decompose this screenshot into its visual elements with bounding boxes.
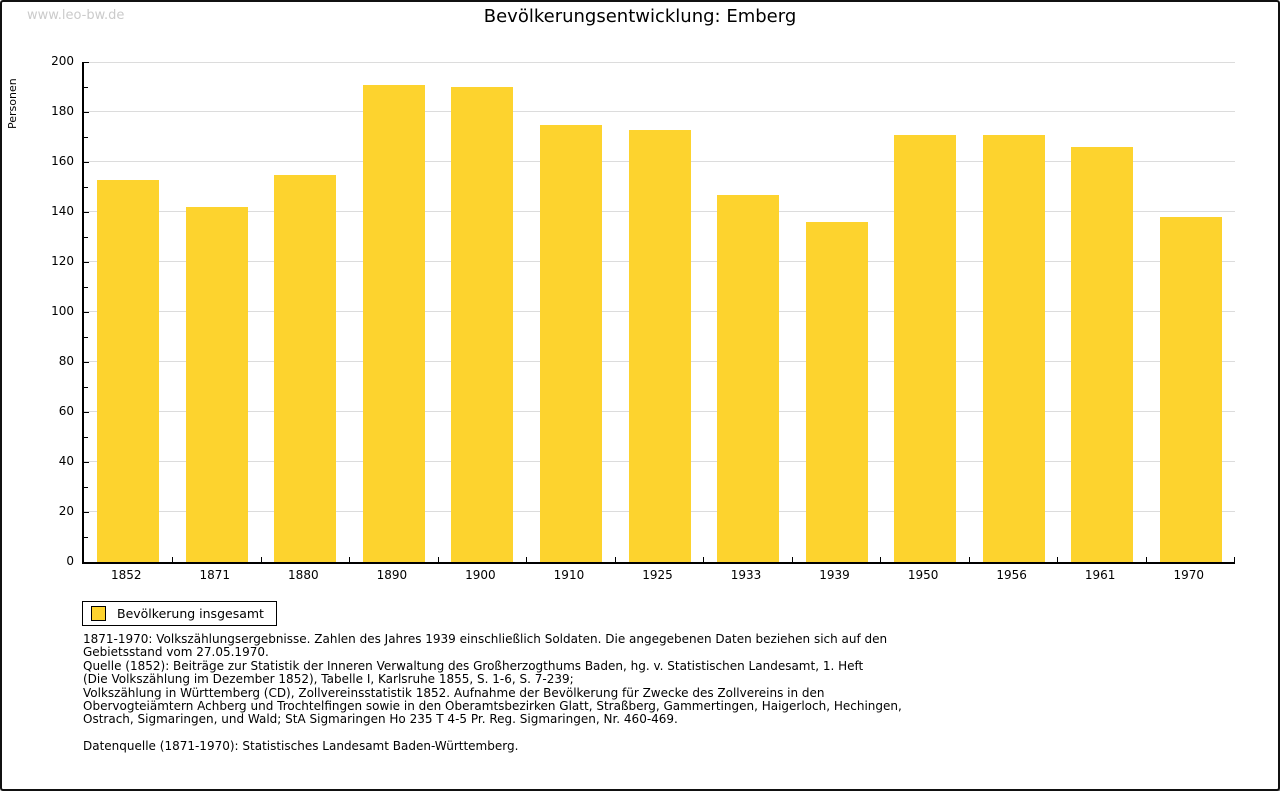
bar-1880 <box>274 174 337 562</box>
y-tick <box>84 361 89 363</box>
y-tick-label: 20 <box>58 504 74 518</box>
y-tick <box>84 286 88 288</box>
x-tick <box>1057 557 1059 562</box>
y-tick <box>84 236 88 238</box>
footnote-line: 1871-1970: Volkszählungsergebnisse. Zahl… <box>83 632 888 646</box>
y-tick <box>84 311 89 313</box>
bar-1961 <box>1071 147 1134 562</box>
y-tick <box>84 111 89 113</box>
bar-1939 <box>805 222 868 562</box>
y-tick <box>84 436 88 438</box>
legend-swatch <box>91 606 106 621</box>
y-tick <box>84 86 88 88</box>
x-tick-label: 1950 <box>907 568 939 582</box>
x-tick <box>437 557 439 562</box>
legend-label: Bevölkerung insgesamt <box>117 606 264 621</box>
plot-area <box>82 61 1235 564</box>
y-tick-label: 120 <box>51 254 74 268</box>
y-tick-label: 100 <box>51 304 74 318</box>
x-tick-label: 1956 <box>996 568 1027 582</box>
x-tick <box>349 557 351 562</box>
footnote-line: Quelle (1852): Beiträge zur Statistik de… <box>83 658 864 673</box>
y-tick <box>84 211 89 213</box>
x-tick <box>260 557 262 562</box>
y-tick <box>84 61 89 63</box>
y-tick <box>84 136 88 138</box>
x-tick <box>526 557 528 562</box>
footnote-line: Ostrach, Sigmaringen, und Wald; StA Sigm… <box>83 712 678 727</box>
x-tick-label: 1900 <box>465 568 496 582</box>
bar-1890 <box>362 84 425 562</box>
bar-1871 <box>185 207 248 562</box>
data-source-line: Datenquelle (1871-1970): Statistisches L… <box>83 738 519 753</box>
x-tick-label: 1970 <box>1173 568 1204 582</box>
y-tick <box>84 486 88 488</box>
chart-title: Bevölkerungsentwicklung: Emberg <box>483 6 797 27</box>
bar-1852 <box>97 179 160 562</box>
y-tick-label: 0 <box>66 554 74 568</box>
footnote-line: Volkszählung in Württemberg (CD), Zollve… <box>83 685 825 700</box>
y-tick-label: 200 <box>51 54 74 68</box>
footnote-line: Obervogteiämtern Achberg und Trochtelfin… <box>83 698 902 713</box>
x-tick-label: 1961 <box>1084 568 1116 582</box>
y-tick-label: 80 <box>58 354 74 368</box>
y-tick <box>84 186 88 188</box>
x-tick <box>614 557 616 562</box>
gridline <box>84 111 1235 112</box>
x-tick-label: 1939 <box>819 568 850 582</box>
bar-1900 <box>451 87 514 562</box>
x-tick <box>703 557 705 562</box>
x-tick <box>172 557 174 562</box>
x-tick-label: 1871 <box>199 568 231 582</box>
y-tick-label: 60 <box>58 404 74 418</box>
y-axis-title: Personen <box>6 78 19 129</box>
x-tick-label: 1910 <box>553 568 585 582</box>
x-tick-label: 1880 <box>288 568 319 582</box>
footnotes: 1871-1970: Volkszählungsergebnisse. Zahl… <box>83 632 902 753</box>
y-tick-label: 40 <box>58 454 74 468</box>
x-tick <box>1234 557 1235 562</box>
x-tick-label: 1933 <box>730 568 762 582</box>
legend: Bevölkerung insgesamt <box>82 601 277 626</box>
y-tick <box>84 536 88 538</box>
bar-1956 <box>982 134 1045 562</box>
y-tick <box>84 461 89 463</box>
y-tick-label: 180 <box>51 104 74 118</box>
x-tick <box>1145 557 1147 562</box>
x-tick <box>791 557 793 562</box>
y-tick <box>84 161 89 163</box>
x-tick-label: 1890 <box>376 568 408 582</box>
x-tick <box>968 557 970 562</box>
y-tick-label: 160 <box>51 154 74 168</box>
y-tick <box>84 336 88 338</box>
bar-1950 <box>894 134 957 562</box>
footnote-line: (Die Volkszählung im Dezember 1852), Tab… <box>83 672 574 687</box>
y-tick <box>84 511 89 513</box>
bar-1970 <box>1159 217 1222 562</box>
x-tick <box>880 557 882 562</box>
bar-1925 <box>628 129 691 562</box>
y-tick-label: 140 <box>51 204 74 218</box>
x-tick-label: 1925 <box>642 568 673 582</box>
y-tick <box>84 386 88 388</box>
gridline <box>84 62 1235 63</box>
bar-1910 <box>539 124 602 562</box>
footnote-line: Gebietsstand vom 27.05.1970. <box>83 645 269 660</box>
y-tick <box>84 261 89 263</box>
watermark: www.leo-bw.de <box>27 8 125 23</box>
bar-1933 <box>717 194 780 562</box>
y-tick <box>84 411 89 413</box>
x-tick-label: 1852 <box>110 568 142 582</box>
